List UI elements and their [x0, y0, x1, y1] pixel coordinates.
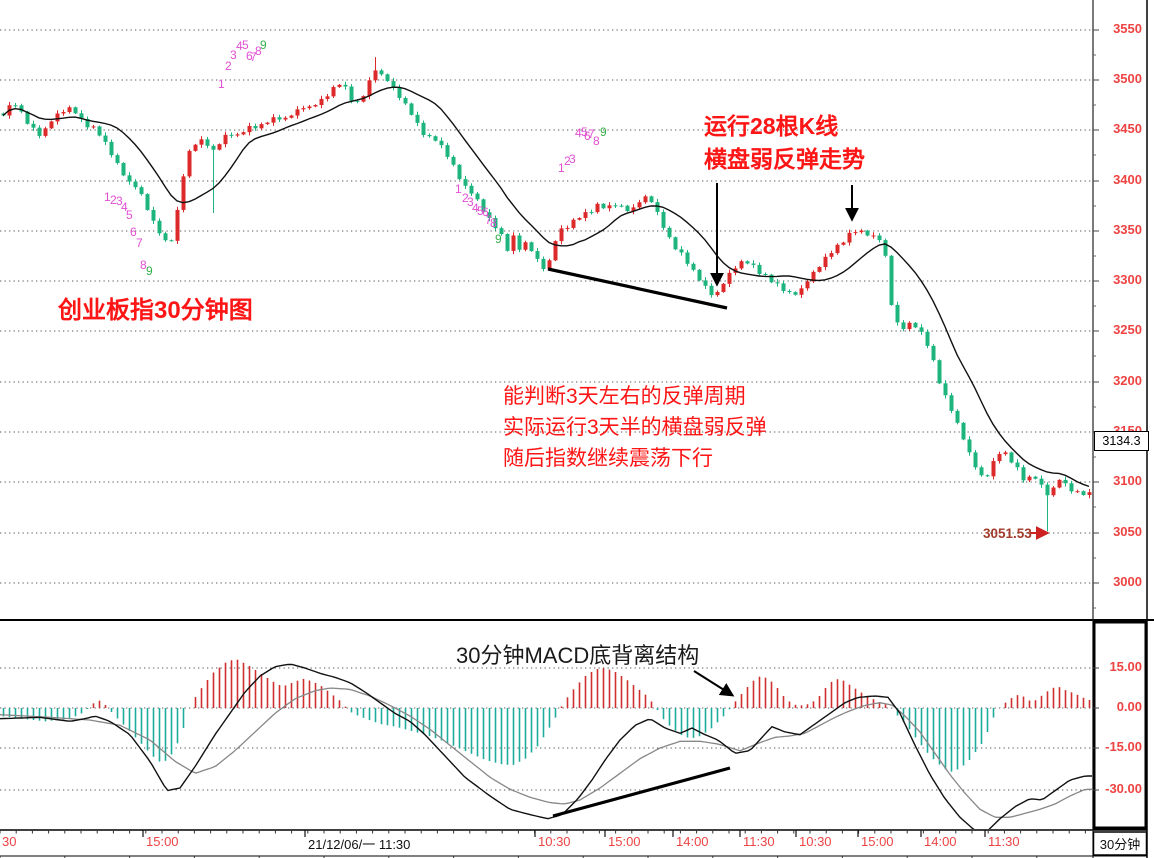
- trendline-macd: [552, 766, 731, 818]
- trendline-main: [547, 267, 728, 310]
- macd-divergence-arrow: [693, 670, 735, 697]
